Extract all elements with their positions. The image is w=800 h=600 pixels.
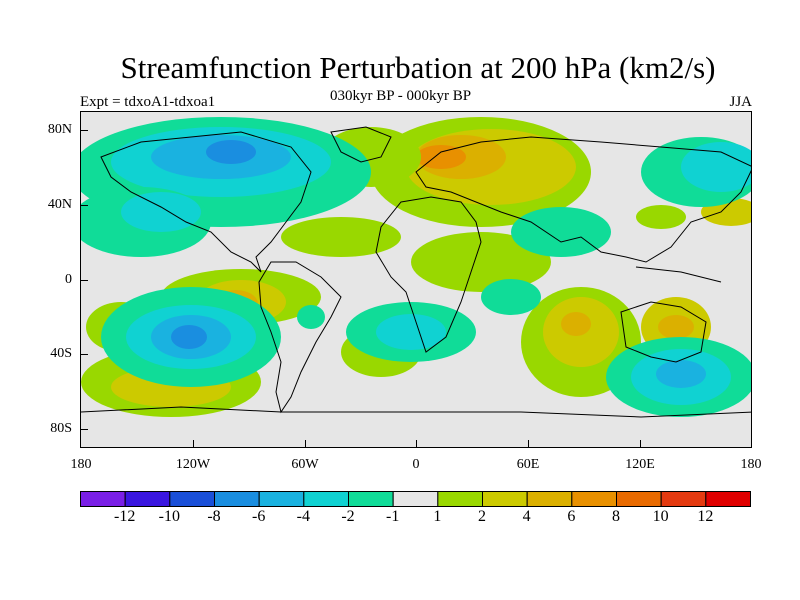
lat-label-40n: 40N [47,197,72,212]
lon-tick [640,440,641,448]
colorbar-swatch [660,491,707,507]
colorbar-swatch [392,491,439,507]
colorbar-swatch [526,491,573,507]
plot-subtitle: 030kyr BP - 000kyr BP [330,88,472,104]
lon-label-0: 0 [412,457,420,472]
lon-label-60e: 60E [516,457,540,472]
colorbar-swatch [169,491,215,507]
colorbar-label: 8 [612,508,620,525]
colorbar-label: -8 [207,508,221,525]
map-panel [80,111,752,448]
colorbar-swatch [437,491,483,507]
lon-tick [528,440,529,448]
lat-tick [80,429,88,430]
colorbar-swatch [303,491,349,507]
colorbar-label: -10 [158,508,180,525]
colorbar-label: -4 [296,508,310,525]
lon-tick [416,440,417,448]
colorbar-label: 2 [478,508,486,525]
lon-label-180w: 180 [70,457,92,472]
lon-label-60w: 60W [291,457,319,472]
season-label: JJA [729,94,752,110]
colorbar-swatch [571,491,617,507]
lat-label-40s: 40S [50,346,72,361]
colorbar-label: -1 [385,508,400,525]
lon-tick [193,440,194,448]
colorbar-swatch [348,491,394,507]
lat-label-80s: 80S [50,421,72,436]
colorbar-swatch [258,491,305,507]
lat-label-80n: 80N [47,122,72,137]
colorbar-label: -2 [341,508,355,525]
lon-label-120e: 120E [625,457,655,472]
colorbar-label: -6 [251,508,266,525]
lon-label-120w: 120W [175,457,211,472]
colorbar [80,491,751,507]
colorbar-swatch [124,491,171,507]
colorbar-label: -12 [113,508,136,525]
colorbar-label: 4 [522,508,531,525]
colorbar-label: 12 [697,508,714,525]
colorbar-label: 6 [567,508,576,525]
colorbar-swatch [214,491,260,507]
colorbar-swatch [705,491,751,507]
colorbar-swatch [482,491,528,507]
colorbar-swatch [80,491,126,507]
colorbar-label: 10 [652,508,669,525]
lat-tick [80,354,88,355]
colorbar-swatch [616,491,662,507]
plot-title: Streamfunction Perturbation at 200 hPa (… [120,50,716,85]
lat-label-0: 0 [65,272,72,287]
lat-tick [80,130,88,131]
lat-tick [80,280,88,281]
experiment-label: Expt = tdxoA1-tdxoa1 [80,94,216,110]
lat-tick [80,205,88,206]
lon-tick [305,440,306,448]
negative-anomaly-fields [81,117,751,417]
lon-label-180e: 180 [740,457,762,472]
colorbar-label: 1 [433,508,442,525]
coastlines [81,126,751,418]
contour-map [81,112,751,447]
